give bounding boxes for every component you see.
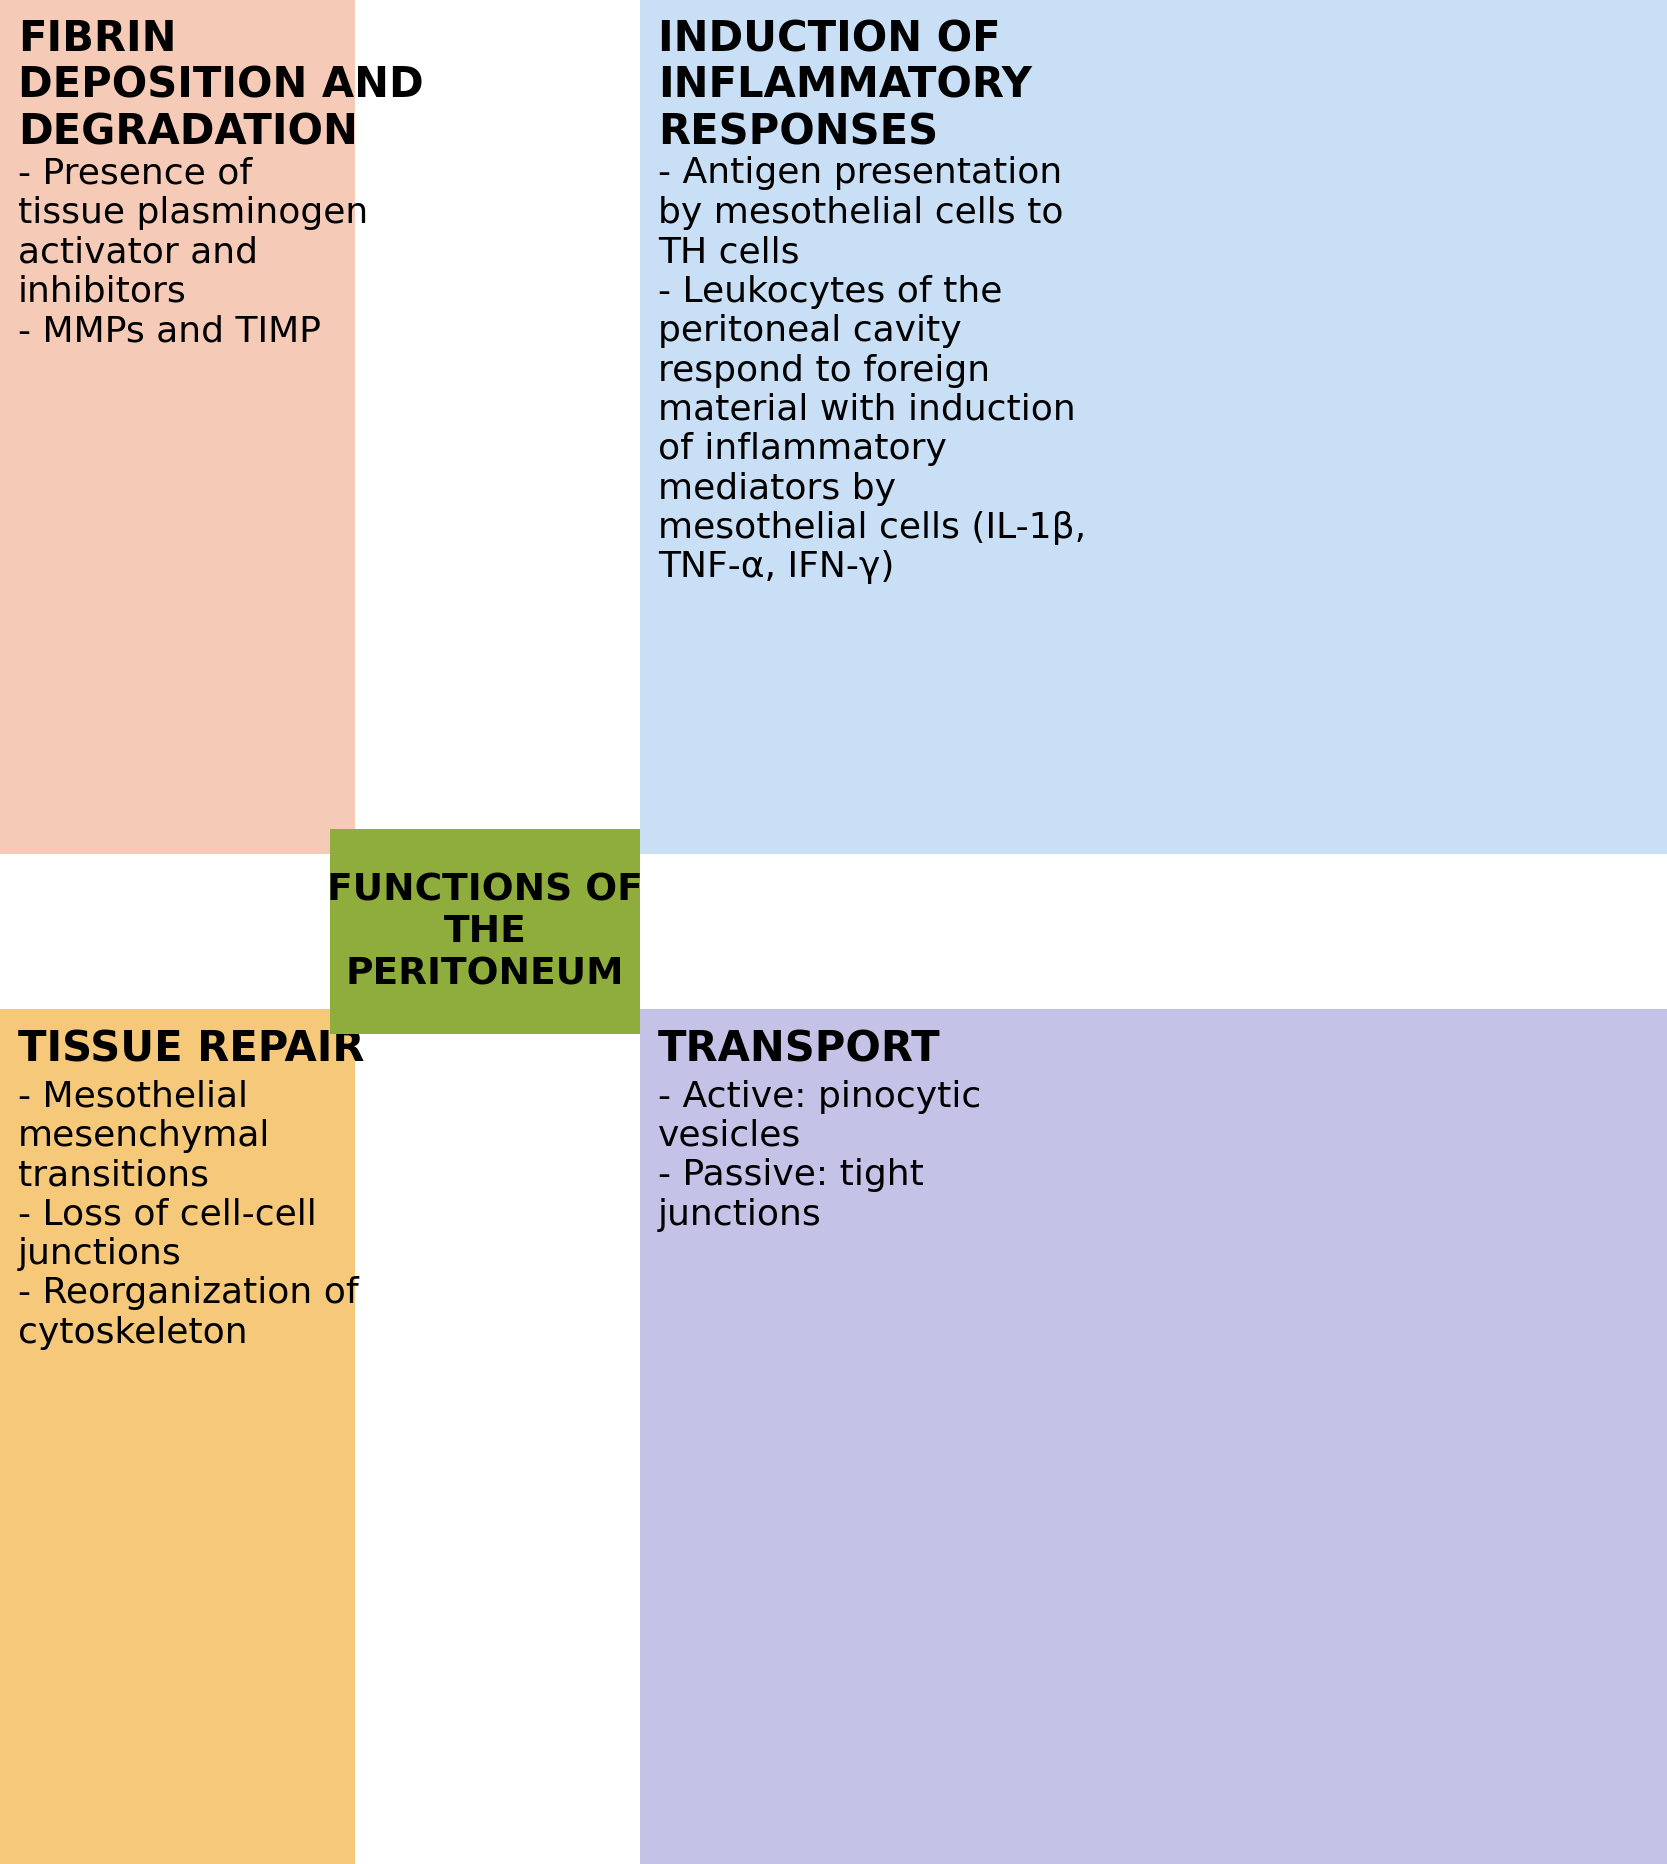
Bar — [330, 829, 640, 1035]
Text: TISSUE REPAIR: TISSUE REPAIR — [18, 1027, 365, 1070]
Text: - Presence of
tissue plasminogen
activator and
inhibitors
- MMPs and TIMP: - Presence of tissue plasminogen activat… — [18, 157, 368, 349]
Bar — [640, 1010, 1667, 1864]
Text: - Antigen presentation
by mesothelial cells to
TH cells
- Leukocytes of the
peri: - Antigen presentation by mesothelial ce… — [658, 157, 1087, 583]
Bar — [0, 0, 355, 854]
Text: TRANSPORT: TRANSPORT — [658, 1027, 940, 1070]
Text: FUNCTIONS OF
THE
PERITONEUM: FUNCTIONS OF THE PERITONEUM — [327, 872, 643, 992]
Text: INDUCTION OF
INFLAMMATORY
RESPONSES: INDUCTION OF INFLAMMATORY RESPONSES — [658, 19, 1032, 155]
Text: - Active: pinocytic
vesicles
- Passive: tight
junctions: - Active: pinocytic vesicles - Passive: … — [658, 1079, 982, 1230]
Bar — [0, 1010, 355, 1864]
Text: - Mesothelial
mesenchymal
transitions
- Loss of cell-cell
junctions
- Reorganiza: - Mesothelial mesenchymal transitions - … — [18, 1079, 358, 1350]
Bar — [640, 0, 1667, 854]
Text: FIBRIN
DEPOSITION AND
DEGRADATION: FIBRIN DEPOSITION AND DEGRADATION — [18, 19, 423, 155]
